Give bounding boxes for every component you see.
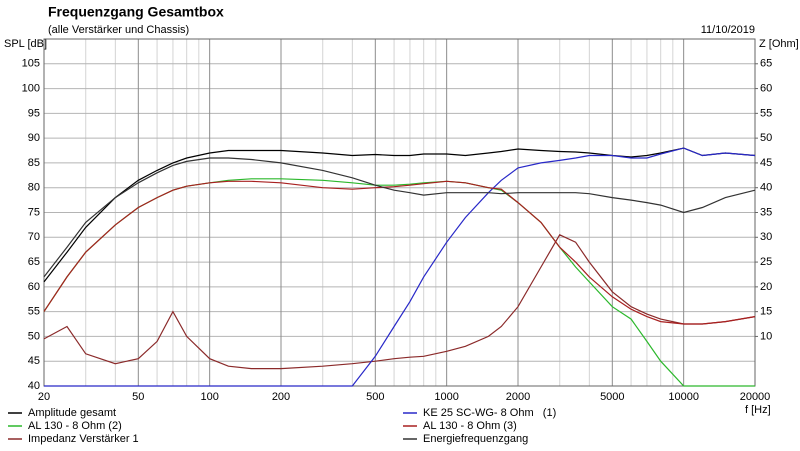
y-tick-label: 75 <box>28 206 40 218</box>
x-tick-label: 1000 <box>434 391 458 403</box>
y2-axis-label: Z [Ohm] <box>759 38 799 50</box>
x-tick-label: 10000 <box>668 391 699 403</box>
y-tick-label: 55 <box>28 306 40 318</box>
y2-tick-label: 55 <box>760 107 772 119</box>
y-tick-label: 95 <box>28 107 40 119</box>
series-line <box>44 147 756 387</box>
y-tick-label: 80 <box>28 182 40 194</box>
y2-tick-label: 35 <box>760 206 772 218</box>
y-tick-label: 40 <box>28 380 40 392</box>
x-tick-label: 2000 <box>506 391 530 403</box>
series-line <box>43 180 756 325</box>
series-line <box>43 157 756 278</box>
x-tick-label: 5000 <box>600 391 624 403</box>
y2-tick-label: 30 <box>760 231 772 243</box>
series-line <box>43 234 756 370</box>
y2-tick-label: 65 <box>760 58 772 70</box>
x-tick-label: 500 <box>366 391 384 403</box>
y-tick-label: 65 <box>28 256 40 268</box>
y-tick-label: 105 <box>22 58 40 70</box>
y-tick-label: 50 <box>28 330 40 342</box>
legend-label: Impedanz Verstärker 1 <box>28 433 139 445</box>
plot-frame <box>43 38 756 387</box>
y2-tick-label: 50 <box>760 132 772 144</box>
x-tick-label: 20000 <box>740 391 771 403</box>
legend-label: AL 130 - 8 Ohm (2) <box>28 420 122 432</box>
x-axis-label: f [Hz] <box>745 404 771 416</box>
y-axis-label: SPL [dB] <box>4 38 47 50</box>
date: 11/10/2019 <box>701 24 755 36</box>
y-tick-label: 70 <box>28 231 40 243</box>
y2-tick-label: 15 <box>760 306 772 318</box>
x-tick-label: 200 <box>272 391 290 403</box>
y2-tick-label: 60 <box>760 82 772 94</box>
chart-subtitle: (alle Verstärker und Chassis) <box>48 24 189 36</box>
y2-tick-label: 20 <box>760 281 772 293</box>
y-tick-label: 100 <box>22 82 40 94</box>
y2-tick-label: 25 <box>760 256 772 268</box>
x-tick-label: 50 <box>132 391 144 403</box>
series-line <box>43 147 756 283</box>
y-tick-label: 45 <box>28 355 40 367</box>
y-tick-label: 60 <box>28 281 40 293</box>
y-tick-label: 90 <box>28 132 40 144</box>
legend-label: KE 25 SC-WG- 8 Ohm (1) <box>423 407 556 419</box>
x-tick-label: 20 <box>38 391 50 403</box>
chart-title: Frequenzgang Gesamtbox <box>48 4 224 20</box>
y-tick-label: 85 <box>28 157 40 169</box>
y2-tick-label: 40 <box>760 182 772 194</box>
x-tick-label: 100 <box>200 391 218 403</box>
legend-label: Amplitude gesamt <box>28 407 116 419</box>
y2-tick-label: 45 <box>760 157 772 169</box>
y2-tick-label: 10 <box>760 330 772 342</box>
legend-label: Energiefrequenzgang <box>423 433 528 445</box>
legend-label: AL 130 - 8 Ohm (3) <box>423 420 517 432</box>
